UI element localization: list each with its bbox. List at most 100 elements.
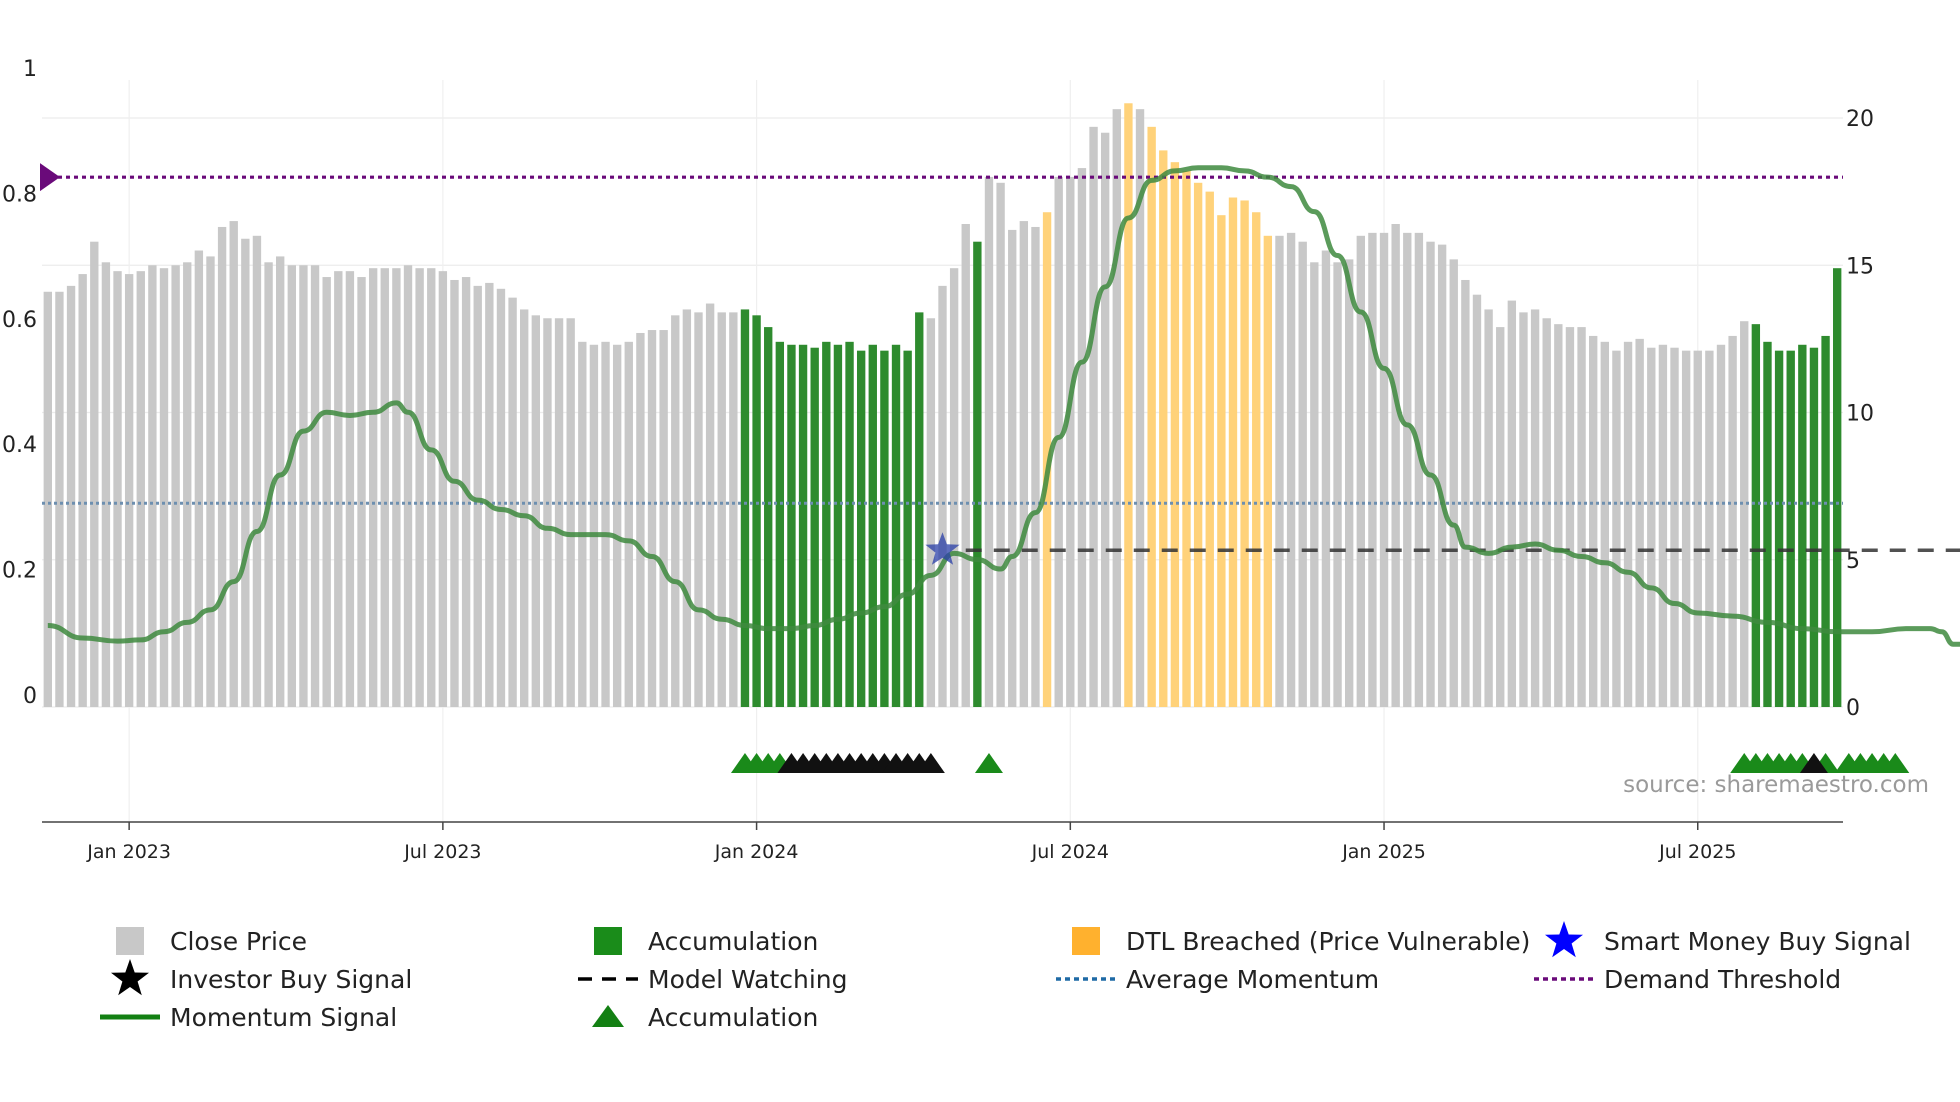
close-price-bar bbox=[78, 274, 87, 707]
orange-square-icon bbox=[1072, 927, 1100, 955]
legend-item: Average Momentum bbox=[1056, 965, 1379, 994]
close-price-bar bbox=[1484, 309, 1493, 707]
accumulation-bar bbox=[810, 347, 819, 707]
close-price-bar bbox=[996, 182, 1005, 708]
close-price-bar bbox=[1705, 350, 1714, 707]
close-price-bar bbox=[647, 330, 657, 707]
close-price-bar bbox=[101, 262, 111, 707]
close-price-bar bbox=[1066, 176, 1075, 707]
dtl-breached-bar bbox=[1042, 212, 1052, 708]
left-tick-label: 0.4 bbox=[2, 433, 37, 458]
close-price-bar bbox=[1356, 235, 1365, 708]
accumulation-bar bbox=[868, 344, 877, 707]
dtl-breached-bar bbox=[1193, 182, 1203, 708]
close-price-bars bbox=[43, 103, 1842, 708]
legend-label: Accumulation bbox=[648, 927, 818, 956]
green-square-icon bbox=[594, 927, 622, 955]
close-price-bar bbox=[566, 318, 575, 707]
investor-buy-triangle bbox=[1799, 753, 1828, 773]
close-price-bar bbox=[392, 268, 401, 707]
right-tick-label: 0 bbox=[1846, 696, 1860, 721]
close-price-bar bbox=[229, 221, 238, 707]
close-price-bar bbox=[961, 224, 970, 707]
gray-square-icon bbox=[116, 927, 144, 955]
close-price-bar bbox=[1600, 341, 1609, 707]
close-price-bar bbox=[136, 271, 145, 707]
dtl-breached-bar bbox=[1217, 215, 1226, 707]
close-price-bar bbox=[1577, 327, 1586, 707]
close-price-bar bbox=[578, 341, 587, 707]
close-price-bar bbox=[1391, 224, 1400, 707]
close-price-bar bbox=[601, 341, 610, 707]
close-price-bar bbox=[682, 309, 692, 707]
accumulation-bar bbox=[903, 350, 912, 707]
close-price-bar bbox=[1298, 241, 1307, 707]
close-price-bar bbox=[1554, 324, 1563, 707]
dtl-breached-bar bbox=[1182, 171, 1191, 707]
close-price-bar bbox=[671, 315, 680, 707]
right-tick-label: 20 bbox=[1846, 107, 1874, 132]
close-price-bar bbox=[159, 268, 169, 707]
signal-markers bbox=[730, 532, 1910, 773]
close-price-bar bbox=[1333, 262, 1342, 707]
dtl-breached-bar bbox=[1263, 235, 1273, 708]
close-price-bar bbox=[1031, 226, 1040, 707]
close-price-bar bbox=[1286, 232, 1296, 708]
dtl-breached-bar bbox=[1240, 200, 1249, 707]
legend-label: Close Price bbox=[170, 927, 307, 956]
x-tick-label: Jul 2025 bbox=[1658, 841, 1736, 863]
x-tick-label: Jan 2025 bbox=[1341, 841, 1426, 863]
right-tick-label: 15 bbox=[1846, 254, 1874, 279]
close-price-bar bbox=[1728, 335, 1737, 707]
x-tick-label: Jul 2023 bbox=[403, 841, 481, 863]
close-price-bar bbox=[1368, 232, 1377, 708]
close-price-bar bbox=[1542, 318, 1551, 707]
accumulation-bar bbox=[787, 344, 796, 707]
legend-label: Smart Money Buy Signal bbox=[1604, 927, 1911, 956]
close-price-bar bbox=[1740, 321, 1749, 707]
accumulation-bar bbox=[1774, 350, 1784, 707]
close-price-bar bbox=[1135, 109, 1145, 708]
dtl-breached-bar bbox=[1159, 150, 1168, 707]
close-price-bar bbox=[1310, 262, 1319, 707]
close-price-bar bbox=[543, 318, 552, 707]
close-price-bar bbox=[299, 265, 308, 707]
close-price-bar bbox=[415, 268, 424, 707]
accumulation-bar bbox=[1751, 324, 1761, 707]
close-price-bar bbox=[1623, 341, 1633, 707]
close-price-bar bbox=[1089, 126, 1098, 707]
close-price-bar bbox=[1054, 176, 1063, 707]
left-tick-label: 0.2 bbox=[2, 559, 37, 584]
accumulation-bar bbox=[752, 315, 761, 707]
dtl-breached-bar bbox=[1252, 212, 1261, 708]
close-price-bar bbox=[1612, 350, 1621, 707]
close-price-bar bbox=[252, 235, 262, 708]
close-price-bar bbox=[624, 341, 633, 707]
legend-item: Close Price bbox=[116, 927, 307, 956]
close-price-bar bbox=[427, 268, 436, 707]
legend-item: Accumulation bbox=[594, 927, 818, 956]
investor-buy-triangle bbox=[916, 753, 945, 773]
right-tick-label: 5 bbox=[1846, 549, 1860, 574]
close-price-bar bbox=[1635, 338, 1644, 707]
accumulation-bar bbox=[798, 344, 808, 707]
close-price-bar bbox=[287, 265, 296, 707]
close-price-bar bbox=[1507, 300, 1517, 707]
close-price-bar bbox=[1658, 344, 1668, 707]
close-price-bar bbox=[473, 285, 482, 707]
close-price-bar bbox=[345, 271, 355, 707]
accumulation-bar bbox=[1809, 347, 1819, 707]
left-tick-label: 0.8 bbox=[2, 182, 37, 207]
dtl-breached-bar bbox=[1147, 126, 1156, 707]
close-price-bar bbox=[217, 226, 227, 707]
close-price-bar bbox=[1496, 327, 1505, 707]
close-price-bar bbox=[206, 256, 215, 707]
close-price-bar bbox=[1565, 327, 1575, 707]
x-tick-label: Jul 2024 bbox=[1031, 841, 1109, 863]
dtl-breached-bar bbox=[1170, 162, 1180, 708]
legend-label: Demand Threshold bbox=[1604, 965, 1841, 994]
close-price-bar bbox=[612, 344, 622, 707]
close-price-bar bbox=[1716, 344, 1726, 707]
close-price-bar bbox=[450, 279, 459, 707]
accumulation-bar bbox=[845, 341, 854, 707]
